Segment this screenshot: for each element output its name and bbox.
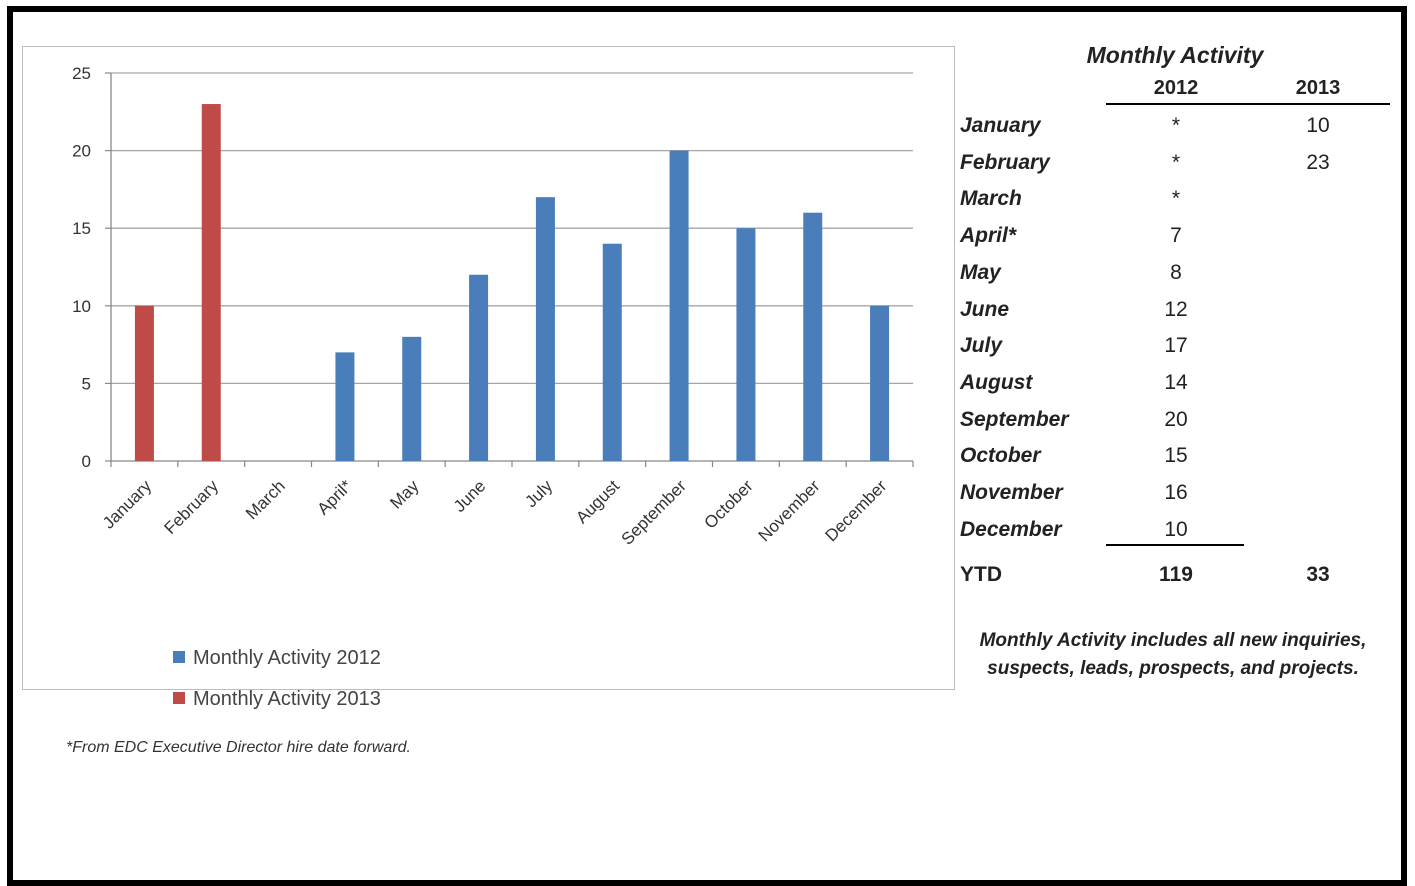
- x-tick-label: April*: [314, 476, 356, 518]
- table-value-2012: 8: [1170, 260, 1182, 284]
- x-tick-label: March: [242, 476, 289, 523]
- bar-2012-october: [736, 228, 756, 461]
- table-month-label: June: [960, 297, 1010, 321]
- bar-2012-september: [669, 150, 689, 461]
- x-tick-label: February: [161, 476, 223, 538]
- header-rule: [1106, 103, 1390, 105]
- bar-2012-november: [803, 212, 823, 461]
- ytd-value-2012: 119: [1159, 563, 1193, 586]
- table-month-label: April*: [960, 224, 1017, 248]
- ytd-label: YTD: [960, 563, 1002, 586]
- footnote: *From EDC Executive Director hire date f…: [66, 739, 411, 756]
- table-month-label: July: [960, 334, 1003, 358]
- activity-note: Monthly Activity includes all new inquir…: [979, 630, 1367, 679]
- legend-label-2012: Monthly Activity 2012: [193, 647, 381, 669]
- table-month-label: October: [960, 444, 1041, 468]
- y-tick-label: 5: [82, 374, 91, 393]
- total-rule: [1106, 544, 1244, 546]
- bar-chart: 0 5 10 15 20 25 January February March April* May J…: [22, 46, 955, 710]
- y-tick-label: 0: [82, 452, 91, 471]
- legend-item-2012: Monthly Activity 2012: [173, 647, 381, 670]
- bar-2012-april: [335, 352, 355, 461]
- x-tick-label: November: [755, 476, 824, 545]
- y-tick-label: 15: [72, 219, 91, 238]
- table-value-2013: 23: [1306, 150, 1330, 174]
- table-value-2012: 16: [1164, 481, 1188, 504]
- table-value-2013: 10: [1306, 114, 1330, 137]
- table-month-label: September: [960, 407, 1069, 431]
- table-value-2012: *: [1171, 150, 1181, 174]
- x-tick-label: August: [572, 476, 623, 527]
- ytd-value-2013: 33: [1306, 563, 1330, 586]
- x-tick-label: October: [701, 476, 757, 532]
- table-month-label: February: [960, 150, 1050, 174]
- x-tick-label: June: [450, 476, 490, 516]
- table-title: Monthly Activity: [1086, 42, 1264, 68]
- x-tick-label: December: [822, 476, 891, 545]
- table-value-2012: *: [1171, 114, 1181, 137]
- legend-swatch-2012: [173, 651, 185, 663]
- y-tick-label: 25: [72, 64, 91, 83]
- bar-2012-may: [402, 336, 422, 461]
- x-tick-label: May: [386, 476, 422, 512]
- table-value-2012: 12: [1164, 297, 1188, 321]
- table-header-2013: 2013: [1295, 77, 1341, 99]
- table-value-2012: 17: [1164, 334, 1188, 358]
- table-value-2012: 10: [1164, 517, 1188, 541]
- legend-swatch-2013: [173, 692, 185, 704]
- bar-2013-january: [134, 305, 154, 461]
- x-tick-label: September: [618, 476, 690, 548]
- table-month-label: January: [960, 114, 1041, 137]
- x-tick-label: July: [521, 476, 556, 511]
- y-tick-label: 10: [72, 297, 91, 316]
- chart-plot: 0 5 10 15 20 25 January February March April* May J…: [72, 64, 914, 549]
- x-tick-label: January: [99, 476, 156, 533]
- table-value-2012: 15: [1164, 444, 1188, 468]
- bar-2013-february: [201, 104, 221, 461]
- legend-item-2013: Monthly Activity 2013: [173, 688, 381, 711]
- table-month-label: August: [960, 370, 1033, 394]
- bar-2012-july: [535, 197, 555, 461]
- table-month-label: November: [960, 481, 1063, 504]
- table-value-2012: 7: [1170, 224, 1182, 248]
- bar-2012-june: [469, 274, 489, 461]
- y-tick-label: 20: [72, 142, 91, 161]
- table-month-label: May: [960, 260, 1001, 284]
- table-month-label: March: [960, 187, 1022, 211]
- bar-2012-december: [870, 305, 890, 461]
- table-value-2012: 20: [1164, 407, 1188, 431]
- table-month-label: December: [960, 517, 1062, 541]
- table-value-2012: 14: [1164, 370, 1188, 394]
- legend-label-2013: Monthly Activity 2013: [193, 688, 381, 710]
- table-value-2012: *: [1171, 187, 1181, 211]
- table-header-2012: 2012: [1153, 77, 1199, 99]
- bar-2012-august: [602, 243, 622, 461]
